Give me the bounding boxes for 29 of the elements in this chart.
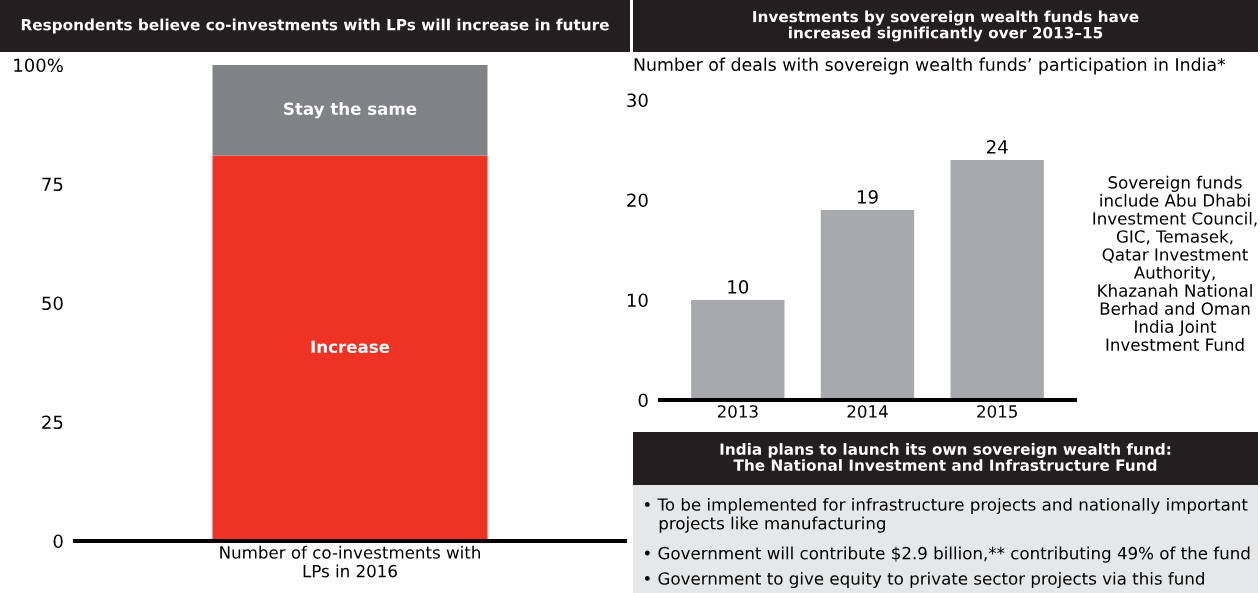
data-label: 10 (728, 280, 749, 294)
y-tick-label: 75 (42, 177, 63, 192)
text: • Government to give equity to private sector projects via this fund (644, 571, 1204, 589)
x-tick-label: Number of co-investments with LPs in 2016 (220, 545, 480, 578)
text: India plans to launch its own sovereign wealth fund: The National Investment and Infrastructure Fund (720, 443, 1171, 471)
bar (820, 210, 915, 400)
y-tick-label: 0 (638, 393, 648, 408)
bar (950, 160, 1044, 400)
text: • To be implemented for infrastructure projects and nationally important projects like manufacturing (644, 497, 1248, 533)
y-tick-label: 25 (42, 415, 63, 430)
x-tick-label: 2013 (717, 405, 758, 418)
data-label: 24 (987, 140, 1008, 154)
y-tick-label: 0 (53, 534, 63, 549)
chart-title: Respondents believe co-investments with LPs will increase in future (21, 18, 609, 34)
x-tick-label: 2015 (977, 405, 1017, 418)
series-label: Stay the same (284, 102, 417, 119)
chart-subtitle: Number of deals with sovereign wealth funds’ participation in India* (634, 57, 1226, 75)
y-tick-label: 50 (42, 296, 63, 311)
data-label: 19 (858, 190, 878, 204)
y-tick-label: 100% (14, 58, 63, 73)
series-label: Increase (311, 340, 390, 354)
y-tick-label: 20 (627, 193, 648, 208)
chart-title: Investments by sovereign wealth funds have increased significantly over 2013–15 (753, 10, 1139, 42)
x-tick-label: 2014 (847, 405, 888, 418)
y-tick-label: 10 (627, 293, 648, 308)
text: • Government will contribute $2.9 billion,** contributing 49% of the fund (644, 546, 1250, 563)
text: Sovereign funds include Abu Dhabi Investment Council, GIC, Temasek, Qatar Investment Authority, Khazanah National Berhad and Oman India Joint Investment Fund (1093, 175, 1257, 351)
y-tick-label: 30 (627, 93, 648, 108)
bar (691, 300, 785, 400)
